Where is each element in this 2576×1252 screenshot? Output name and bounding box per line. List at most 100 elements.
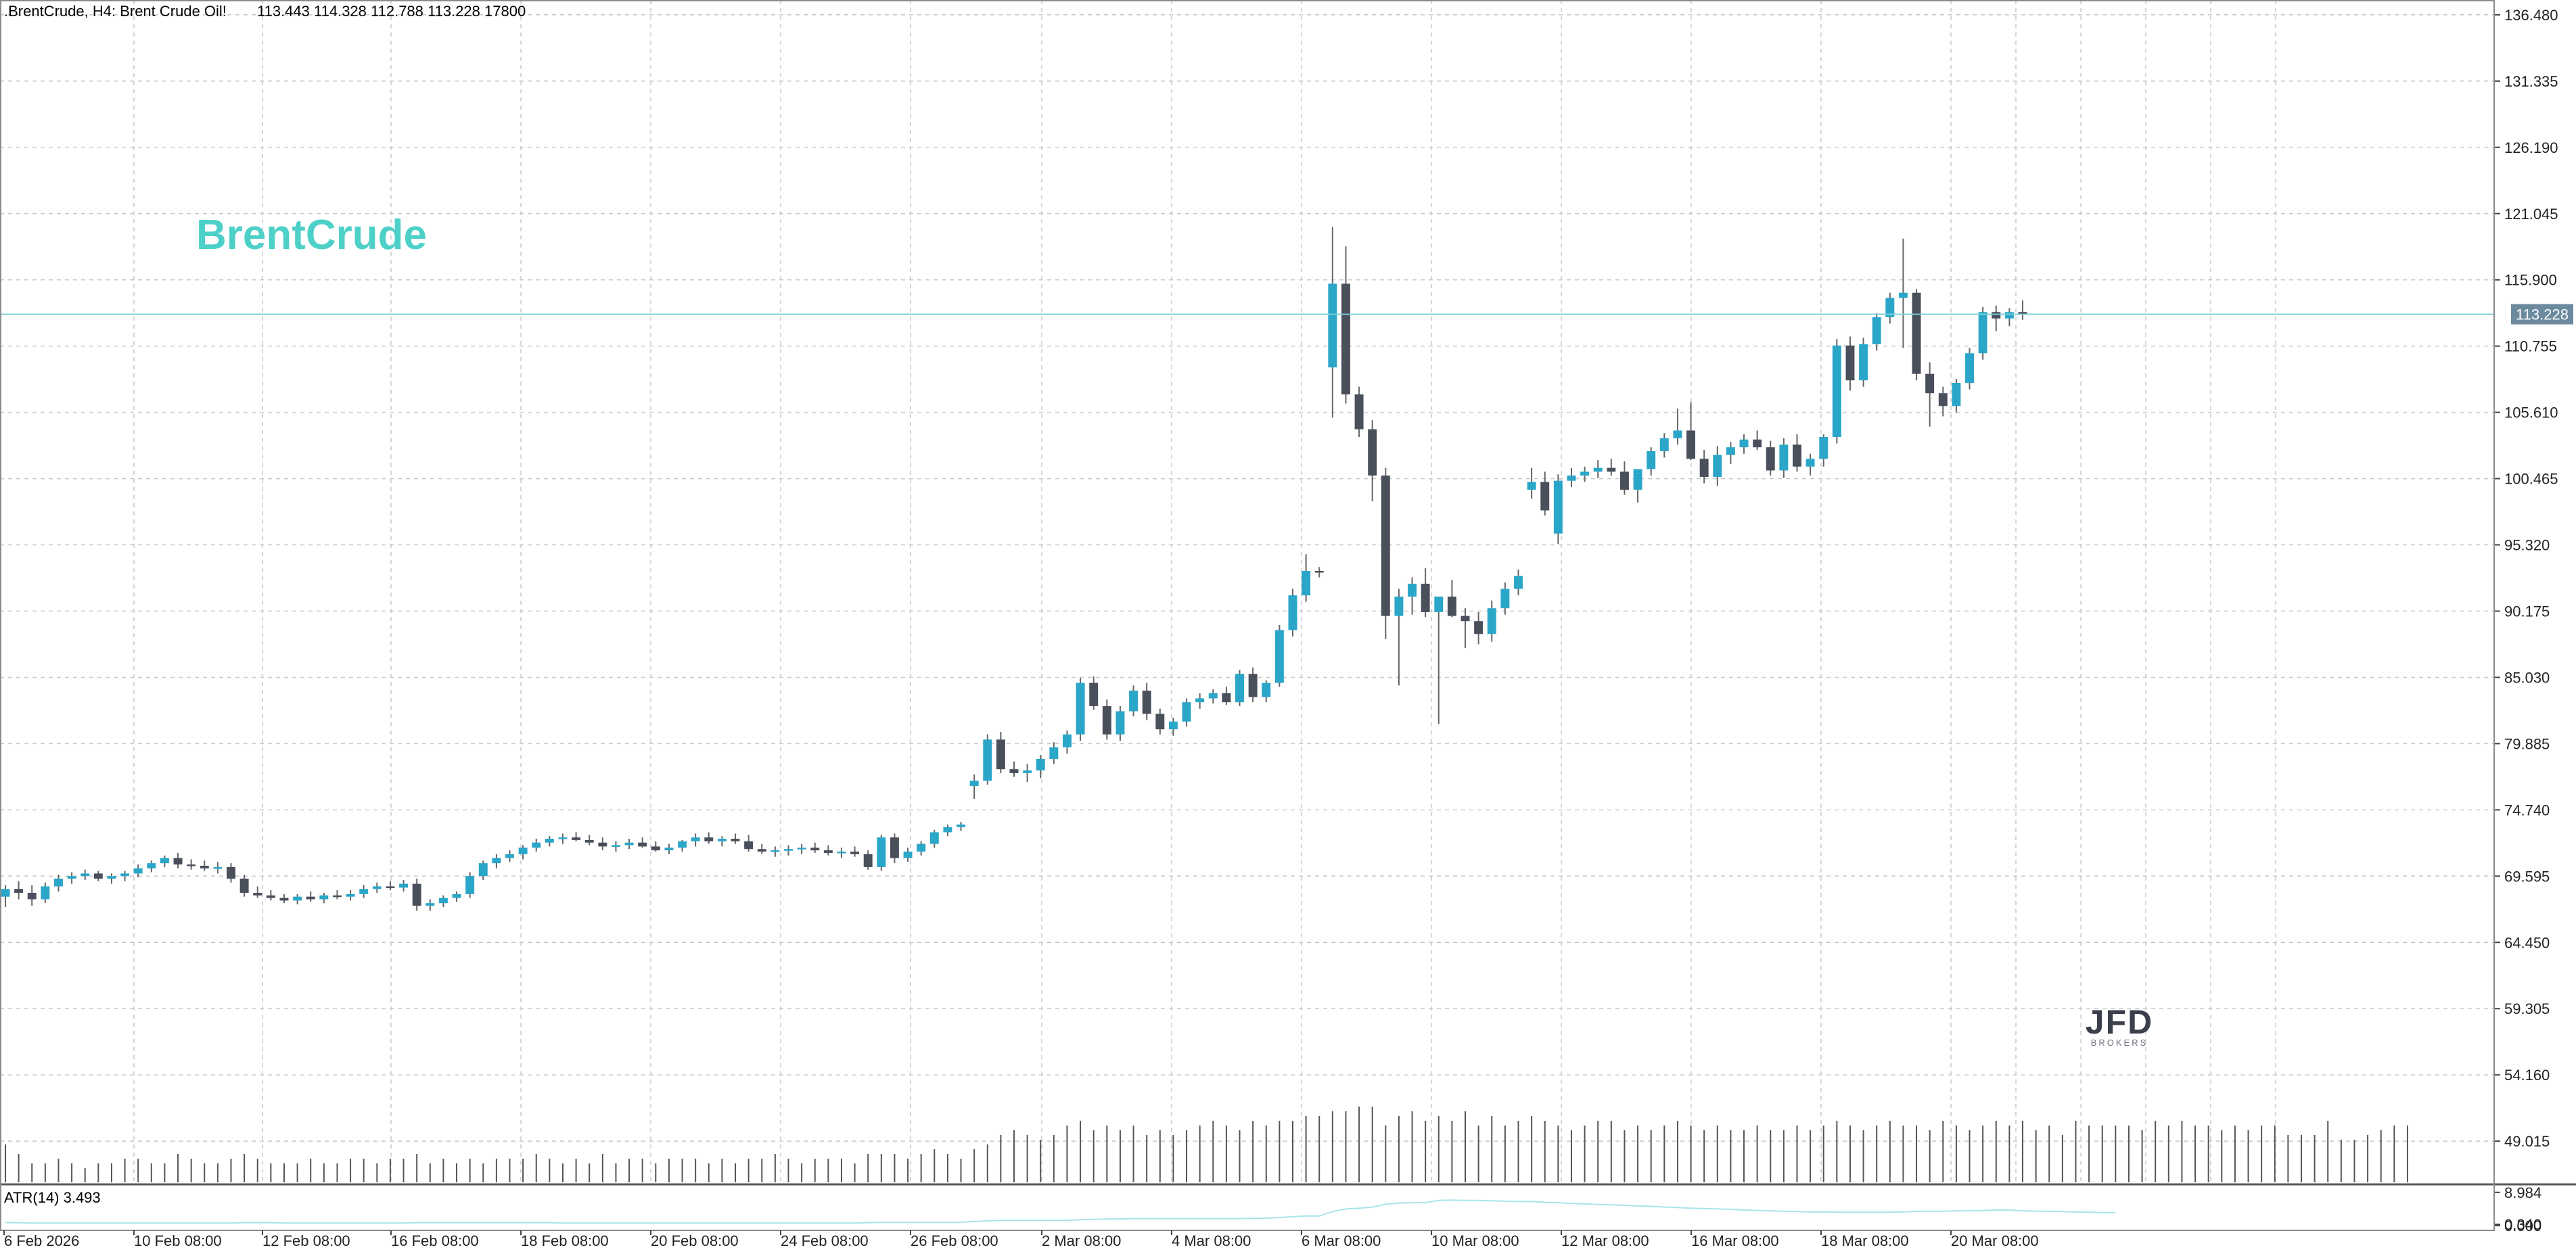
candle-body	[744, 841, 754, 850]
candle-body	[1447, 597, 1456, 616]
candle-body	[837, 852, 846, 854]
candle-body	[1766, 447, 1775, 471]
candle-body	[1514, 576, 1523, 589]
candle-body	[558, 837, 568, 839]
candle-body	[717, 838, 727, 841]
candlesticks	[1, 227, 2027, 911]
candle-body	[1832, 345, 1841, 437]
y-tick-label: 95.320	[2504, 537, 2550, 554]
x-tick-label: 12 Mar 08:00	[1561, 1232, 1649, 1249]
x-tick-label: 18 Mar 08:00	[1821, 1232, 1909, 1249]
candle-body	[1129, 691, 1138, 712]
y-tick-label: 121.045	[2504, 206, 2558, 223]
candle-body	[1076, 682, 1085, 735]
candle-body	[996, 739, 1005, 770]
candle-body	[1580, 471, 1590, 476]
candle-body	[757, 849, 766, 852]
candle-body	[1659, 438, 1669, 451]
candle-body	[1647, 450, 1656, 469]
price-axis[interactable]: 136.480 131.335 126.190 121.045 115.900 110.7…	[2495, 7, 2558, 1150]
candle-body	[823, 850, 833, 853]
candle-body	[1208, 693, 1218, 699]
candle-body	[227, 866, 235, 879]
candle-body	[306, 896, 315, 900]
candle-body	[1938, 393, 1948, 407]
candle-body	[678, 841, 687, 848]
x-tick-label: 6 Feb 2026	[4, 1232, 79, 1249]
candle-body	[1434, 597, 1444, 612]
candle-body	[1633, 469, 1642, 490]
candle-body	[1354, 394, 1364, 430]
candle-body	[1952, 383, 1961, 407]
candle-body	[147, 863, 156, 868]
candle-body	[1699, 459, 1709, 478]
candle-body	[2004, 312, 2014, 319]
y-tick-label: 90.175	[2504, 603, 2550, 620]
candle-body	[1619, 471, 1629, 490]
header-symbol-info: .BrentCrude, H4: Brent Crude Oil!	[4, 3, 227, 20]
x-tick-label: 6 Mar 08:00	[1302, 1232, 1381, 1249]
atr-label: ATR(14) 3.493	[4, 1189, 101, 1206]
candle-body	[253, 892, 262, 896]
ind-tick-label: 0.000	[2504, 1218, 2542, 1234]
candle-body	[1089, 682, 1099, 706]
x-tick-label: 20 Feb 08:00	[651, 1232, 739, 1249]
candle-body	[1978, 312, 1987, 354]
candle-body	[346, 894, 355, 897]
candle-body	[1527, 482, 1536, 490]
candle-body	[53, 879, 63, 887]
candle-body	[1341, 283, 1350, 395]
candle-body	[1368, 429, 1377, 476]
candle-body	[465, 876, 475, 894]
y-tick-label: 69.595	[2504, 868, 2550, 885]
candle-body	[1036, 758, 1045, 771]
logo-subtext: BROKERS	[2091, 1038, 2148, 1048]
candle-body	[704, 837, 714, 841]
candle-body	[810, 848, 820, 851]
candle-body	[1328, 283, 1337, 368]
candle-body	[1381, 476, 1390, 616]
x-tick-label: 16 Feb 08:00	[391, 1232, 479, 1249]
candle-body	[332, 895, 342, 898]
candle-body	[983, 739, 992, 781]
candle-body	[584, 839, 594, 843]
time-axis[interactable]: 6 Feb 2026 10 Feb 08:00 12 Feb 08:00 16 Feb…	[3, 1230, 2039, 1249]
x-tick-label: 12 Feb 08:00	[262, 1232, 350, 1249]
candle-body	[1474, 621, 1484, 634]
x-tick-label: 18 Feb 08:00	[521, 1232, 609, 1249]
candle-body	[1925, 373, 1935, 394]
candle-body	[1487, 608, 1496, 634]
x-tick-label: 2 Mar 08:00	[1042, 1232, 1121, 1249]
candle-body	[1421, 584, 1430, 612]
volume-bars	[5, 1107, 2408, 1182]
candle-body	[1142, 691, 1151, 714]
candle-body	[1394, 597, 1404, 616]
candle-body	[505, 854, 514, 858]
candle-body	[1859, 344, 1868, 381]
candle-body	[279, 898, 289, 901]
candle-body	[27, 892, 37, 900]
candle-body	[1779, 444, 1789, 471]
y-tick-label: 79.885	[2504, 735, 2550, 752]
candle-body	[2018, 312, 2027, 315]
candle-body	[943, 827, 952, 833]
candle-body	[1845, 345, 1855, 381]
candle-body	[797, 848, 806, 850]
x-tick-label: 20 Mar 08:00	[1951, 1232, 2039, 1249]
y-tick-label: 115.900	[2504, 272, 2557, 289]
candle-body	[266, 895, 275, 898]
chart-border	[0, 0, 2495, 1231]
candle-body	[1553, 480, 1563, 534]
candle-body	[969, 781, 979, 786]
price-tag-value: 113.228	[2516, 306, 2569, 323]
header-ohlc: 113.443 114.328 112.788 113.228 17800	[257, 3, 526, 20]
candle-body	[1726, 447, 1735, 455]
candle-body	[1793, 444, 1801, 467]
candle-body	[1262, 682, 1271, 697]
candle-body	[903, 852, 913, 858]
candle-body	[1314, 570, 1324, 573]
candle-body	[93, 873, 103, 879]
